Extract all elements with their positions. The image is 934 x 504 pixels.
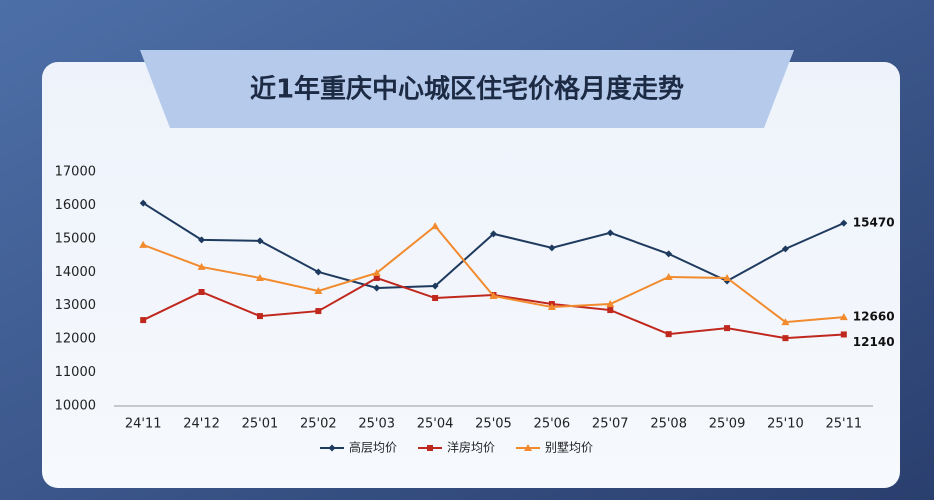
data-point — [665, 250, 673, 258]
data-point — [139, 240, 148, 248]
x-tick-label: 24'12 — [183, 417, 220, 432]
data-point — [489, 292, 498, 300]
data-point — [139, 199, 147, 207]
data-point — [372, 268, 381, 276]
data-point — [197, 262, 206, 270]
y-tick-label: 17000 — [55, 165, 96, 180]
data-point — [198, 289, 205, 296]
x-tick-label: 25'03 — [358, 417, 395, 432]
data-point — [256, 237, 264, 245]
title-banner — [140, 50, 794, 128]
data-point — [255, 273, 264, 281]
data-point — [781, 245, 789, 253]
x-tick-label: 25'01 — [242, 417, 279, 432]
legend-item: 洋房均价 — [418, 440, 495, 455]
legend-marker — [328, 444, 336, 452]
data-point — [723, 273, 732, 281]
data-label: 15470 — [853, 216, 895, 230]
legend-item: 别墅均价 — [516, 441, 593, 455]
x-tick-label: 25'02 — [300, 417, 337, 432]
data-point — [548, 244, 556, 252]
data-point — [607, 307, 614, 314]
legend-label: 别墅均价 — [545, 441, 593, 455]
data-point — [782, 335, 789, 342]
y-tick-label: 15000 — [55, 231, 96, 246]
data-point — [315, 308, 322, 315]
data-point — [664, 272, 673, 280]
legend: 高层均价 洋房均价 别墅均价 — [320, 440, 593, 455]
legend-label: 洋房均价 — [447, 440, 495, 455]
x-tick-label: 25'07 — [592, 417, 629, 432]
legend-label: 高层均价 — [349, 440, 397, 455]
data-point — [140, 317, 147, 324]
data-point — [373, 274, 380, 281]
data-point — [431, 222, 440, 230]
legend-item: 高层均价 — [320, 440, 397, 455]
y-tick-label: 10000 — [55, 399, 96, 414]
data-point — [665, 331, 672, 338]
data-label: 12660 — [853, 310, 895, 324]
data-point — [431, 282, 439, 290]
data-point — [314, 268, 322, 276]
y-tick-label: 16000 — [55, 198, 96, 213]
data-point — [781, 318, 790, 326]
x-tick-label: 25'09 — [709, 417, 746, 432]
data-point — [724, 325, 731, 332]
x-tick-label: 24'11 — [125, 417, 162, 432]
y-tick-label: 13000 — [55, 298, 96, 313]
data-point — [606, 229, 614, 237]
x-tick-label: 25'04 — [417, 417, 454, 432]
data-point — [198, 236, 206, 244]
legend-marker — [427, 445, 433, 451]
legend-marker — [524, 444, 532, 451]
panel — [42, 62, 900, 488]
y-tick-label: 12000 — [55, 332, 96, 347]
x-tick-label: 25'06 — [534, 417, 571, 432]
data-label: 12140 — [853, 335, 895, 349]
x-tick-label: 25'05 — [475, 417, 512, 432]
data-point — [840, 331, 847, 338]
data-point — [840, 219, 848, 227]
data-point — [373, 284, 381, 292]
plot-area: 10000 11000 12000 13000 14000 15000 16000 17000… — [55, 165, 895, 432]
x-tick-label: 25'10 — [767, 417, 804, 432]
data-point — [256, 313, 263, 320]
data-point — [314, 287, 323, 295]
y-tick-label: 14000 — [55, 265, 96, 280]
data-point — [547, 303, 556, 311]
data-point — [606, 300, 615, 308]
data-point — [490, 230, 497, 238]
chart-title: 近1年重庆中心城区住宅价格月度走势 — [250, 74, 684, 105]
x-tick-label: 25'08 — [650, 417, 687, 432]
data-point — [839, 313, 848, 321]
x-tick-label: 25'11 — [825, 417, 862, 432]
y-tick-label: 11000 — [55, 365, 96, 380]
data-point — [432, 295, 439, 302]
